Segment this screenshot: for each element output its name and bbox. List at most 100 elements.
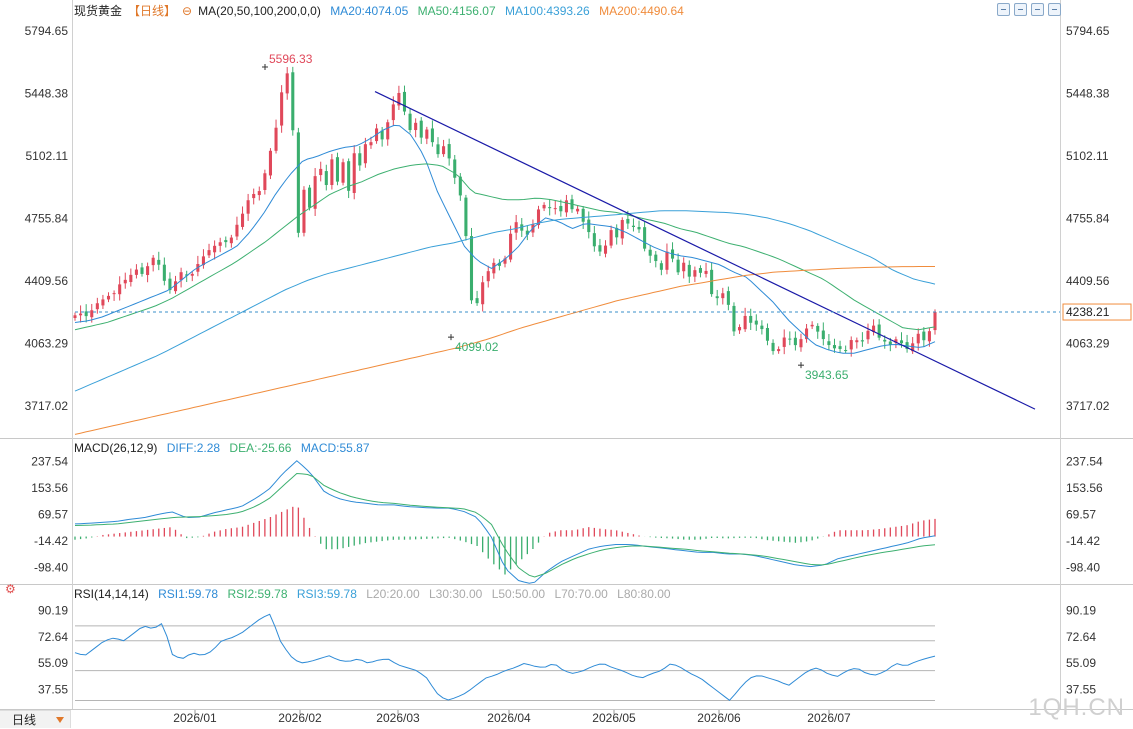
candle-body	[391, 104, 395, 121]
candle-body	[788, 338, 792, 340]
x-tick-label: 2026/01	[173, 711, 217, 725]
x-tick-label: 2026/04	[487, 711, 531, 725]
price-tick-left: 4409.56	[25, 274, 69, 288]
candle-body	[425, 129, 429, 139]
candle-body	[207, 250, 211, 256]
rsi-title[interactable]: RSI(14,14,14)	[74, 587, 149, 601]
candle-body	[922, 331, 926, 341]
candle-body	[883, 339, 887, 342]
candle-body	[369, 142, 373, 146]
dea-line	[74, 472, 936, 578]
x-tick-label: 2026/05	[592, 711, 636, 725]
candle-body	[710, 269, 714, 295]
candle-body	[749, 315, 753, 323]
ma-params[interactable]: MA(20,50,100,200,0,0)	[198, 4, 321, 18]
candle-body	[665, 251, 669, 270]
candle-body	[347, 161, 351, 191]
candle-body	[118, 284, 122, 295]
price-tick-left: 5102.11	[26, 149, 69, 163]
candle-body	[637, 226, 641, 230]
candle-body	[631, 225, 635, 227]
period-label[interactable]: 【日线】	[128, 4, 177, 18]
candle-body	[386, 122, 390, 140]
candle-body	[536, 209, 541, 226]
price-tick-right: 4409.56	[1066, 274, 1110, 288]
candle-body	[626, 218, 630, 224]
candle-body	[218, 242, 222, 246]
rsi-tick-left: 90.19	[38, 604, 68, 618]
candle-body	[179, 272, 183, 281]
price-tick-right: 4063.29	[1066, 337, 1110, 351]
rsi-tick-left: 72.64	[38, 630, 68, 644]
candle-body	[486, 271, 490, 282]
candle-body	[319, 168, 323, 176]
rsi-tick-right: 55.09	[1066, 656, 1096, 670]
candle-body	[738, 327, 742, 331]
price-tick-left: 4755.84	[25, 212, 69, 226]
macd-header: MACD(26,12,9) DIFF:2.28 DEA:-25.66 MACD:…	[74, 441, 376, 455]
candle-body	[313, 176, 317, 209]
scroll-right-icon[interactable]	[1048, 3, 1061, 16]
macd-tick-left: 69.57	[38, 508, 68, 522]
price-tick-right: 5794.65	[1066, 24, 1110, 38]
candle-body	[173, 281, 178, 292]
candle-body	[771, 342, 775, 352]
candle-body	[911, 343, 915, 352]
price-tick-right: 5102.11	[1066, 149, 1109, 163]
annotation-label: 4099.02	[455, 340, 499, 354]
candle-body	[335, 157, 340, 182]
candle-body	[95, 303, 99, 310]
rsi-tick-left: 37.55	[38, 682, 68, 696]
rsi-line	[74, 613, 936, 701]
period-dropdown-icon	[56, 717, 64, 723]
ma200-line	[74, 266, 935, 435]
rsi-level-80: L80:80.00	[617, 587, 671, 601]
rsi-level-50: L50:50.00	[491, 587, 546, 601]
candle-body	[525, 230, 529, 235]
ma-settings-icon[interactable]: ⊖	[182, 4, 193, 18]
macd-title[interactable]: MACD(26,12,9)	[74, 441, 158, 455]
rsi-settings-icon[interactable]: ⚙	[5, 582, 16, 596]
zoom-in-icon[interactable]	[997, 3, 1010, 16]
candle-body	[263, 173, 267, 190]
candle-body	[430, 128, 434, 143]
candle-body	[765, 327, 770, 341]
candle-body	[469, 236, 474, 301]
candle-body	[308, 187, 312, 208]
candle-body	[715, 296, 719, 299]
candle-body	[810, 324, 814, 327]
macd-tick-right: 237.54	[1066, 454, 1103, 468]
candle-body	[101, 299, 105, 306]
candle-body	[285, 73, 289, 94]
candle-body	[185, 274, 189, 276]
scroll-left-icon[interactable]	[1031, 3, 1044, 16]
candle-body	[129, 274, 133, 283]
rsi-level-70: L70:70.00	[554, 587, 608, 601]
candle-body	[341, 162, 345, 183]
ma50-value: MA50:4156.07	[417, 4, 496, 18]
candle-body	[509, 233, 513, 260]
price-tick-left: 5448.38	[25, 87, 69, 101]
candle-body	[146, 266, 150, 276]
candle-body	[866, 330, 870, 340]
x-tick-label: 2026/07	[807, 711, 851, 725]
zoom-out-icon[interactable]	[1014, 3, 1027, 16]
candle-body	[743, 315, 747, 330]
candle-body	[224, 240, 228, 243]
candle-body	[447, 144, 451, 159]
trendline	[374, 91, 1036, 410]
candle-body	[603, 245, 608, 254]
x-tick-label: 2026/03	[376, 711, 420, 725]
main-chart-header: 现货黄金 【日线】 ⊖ MA(20,50,100,200,0,0) MA20:4074…	[74, 4, 690, 18]
candle-body	[291, 72, 295, 131]
candle-body	[609, 230, 613, 246]
candle-body	[213, 245, 217, 253]
candle-body	[380, 130, 384, 140]
period-tab[interactable]: 日线	[0, 710, 71, 728]
candle-body	[553, 208, 557, 210]
candle-body	[106, 295, 111, 300]
candle-body	[542, 204, 546, 209]
price-tick-right: 4755.84	[1066, 212, 1110, 226]
candle-body	[240, 213, 245, 227]
